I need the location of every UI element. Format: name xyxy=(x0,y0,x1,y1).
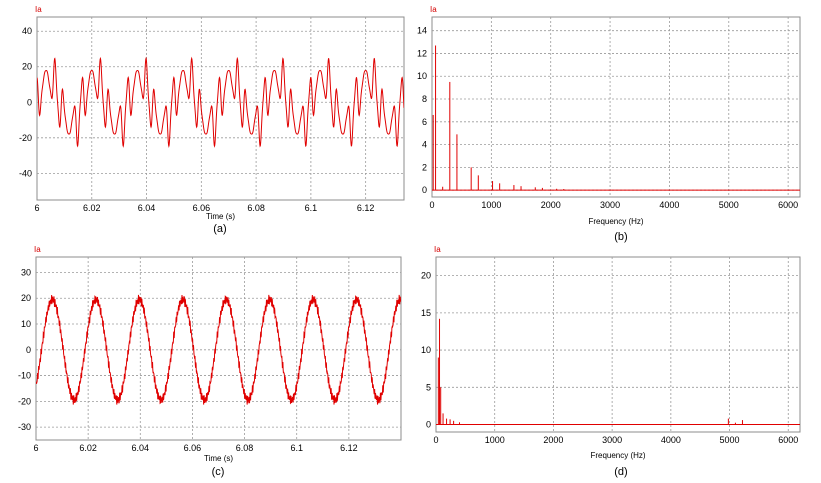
caption: (c) xyxy=(212,466,225,478)
x-tick-label: 1000 xyxy=(485,435,505,445)
y-tick-label: -10 xyxy=(18,371,31,381)
y-tick-label: 10 xyxy=(421,345,431,355)
y-tick-label: 4 xyxy=(422,140,427,150)
x-tick-label: 6.02 xyxy=(83,203,101,213)
x-tick-label: 1000 xyxy=(481,200,501,210)
x-tick-label: 6.1 xyxy=(290,443,303,453)
caption: (d) xyxy=(614,466,627,478)
caption: (b) xyxy=(614,231,627,243)
x-tick-label: 6.04 xyxy=(138,203,156,213)
x-tick-label: 2000 xyxy=(541,200,561,210)
chart-d: 0 1000 2000 3000 4000 5000 6000 20 15 10 5 0 Ia Frequ… xyxy=(421,245,801,478)
plot-area xyxy=(36,16,405,201)
x-tick-label: 6000 xyxy=(778,435,798,445)
y-tick-label: 10 xyxy=(417,71,427,81)
plot-area xyxy=(435,256,801,433)
y-tick-label: -20 xyxy=(19,133,32,143)
x-tick-label: 4000 xyxy=(659,200,679,210)
y-tick-label: 14 xyxy=(417,26,427,36)
y-tick-label: 20 xyxy=(421,271,431,281)
x-axis-label: Frequency (Hz) xyxy=(588,217,643,226)
x-tick-label: 6.08 xyxy=(236,443,254,453)
signal-label: Ia xyxy=(35,5,42,14)
y-tick-label: 15 xyxy=(421,308,431,318)
chart-b: 0 1000 2000 3000 4000 5000 6000 14 12 10 8 6 4 2 0 Ia Fr… xyxy=(417,5,801,243)
y-tick-label: 20 xyxy=(21,293,31,303)
y-tick-label: 40 xyxy=(22,26,32,36)
signal-label: Ia xyxy=(430,5,437,14)
y-tick-label: 0 xyxy=(26,345,31,355)
x-tick-label: 3000 xyxy=(602,435,622,445)
chart-c: 6 6.02 6.04 6.06 6.08 6.1 6.12 30 20 10 0 -10 -20 -30… xyxy=(18,245,402,478)
caption: (a) xyxy=(213,223,226,235)
x-tick-label: 4000 xyxy=(661,435,681,445)
x-tick-label: 5000 xyxy=(719,200,739,210)
y-tick-label: 6 xyxy=(422,117,427,127)
x-tick-label: 6.12 xyxy=(357,203,375,213)
waveform-line xyxy=(36,294,401,405)
x-tick-label: 6.06 xyxy=(184,443,202,453)
x-tick-label: 6.04 xyxy=(132,443,150,453)
y-tick-label: -30 xyxy=(18,422,31,432)
x-tick-label: 6 xyxy=(34,203,39,213)
x-tick-label: 2000 xyxy=(543,435,563,445)
y-tick-label: 20 xyxy=(22,62,32,72)
x-tick-label: 6.02 xyxy=(79,443,97,453)
x-axis-label: Frequency (Hz) xyxy=(590,451,645,460)
x-tick-label: 6000 xyxy=(778,200,798,210)
x-tick-label: 0 xyxy=(433,435,438,445)
x-tick-label: 6 xyxy=(33,443,38,453)
y-tick-label: 10 xyxy=(21,319,31,329)
x-tick-label: 6.12 xyxy=(340,443,358,453)
x-tick-label: 6.08 xyxy=(247,203,265,213)
x-tick-label: 6.06 xyxy=(193,203,211,213)
chart-a: 6 6.02 6.04 6.06 6.08 6.1 6.12 40 20 0 -20 -40 Ia Tim… xyxy=(19,5,405,235)
y-tick-label: 0 xyxy=(426,420,431,430)
y-tick-label: 2 xyxy=(422,162,427,172)
signal-label: Ia xyxy=(34,245,41,254)
y-tick-label: 30 xyxy=(21,267,31,277)
y-tick-label: 0 xyxy=(422,185,427,195)
x-axis-label: Time (s) xyxy=(206,212,235,221)
y-tick-label: 5 xyxy=(426,382,431,392)
waveform-line xyxy=(37,56,404,149)
y-tick-label: 12 xyxy=(417,48,427,58)
x-tick-label: 5000 xyxy=(720,435,740,445)
y-tick-label: -20 xyxy=(18,396,31,406)
x-tick-label: 6.1 xyxy=(305,203,318,213)
x-tick-label: 3000 xyxy=(600,200,620,210)
signal-label: Ia xyxy=(434,245,441,254)
y-tick-label: -40 xyxy=(19,168,32,178)
y-tick-label: 0 xyxy=(27,97,32,107)
x-axis-label: Time (s) xyxy=(204,454,233,463)
plot-area xyxy=(35,256,402,441)
x-tick-label: 0 xyxy=(429,200,434,210)
y-tick-label: 8 xyxy=(422,94,427,104)
plot-area xyxy=(431,16,801,198)
